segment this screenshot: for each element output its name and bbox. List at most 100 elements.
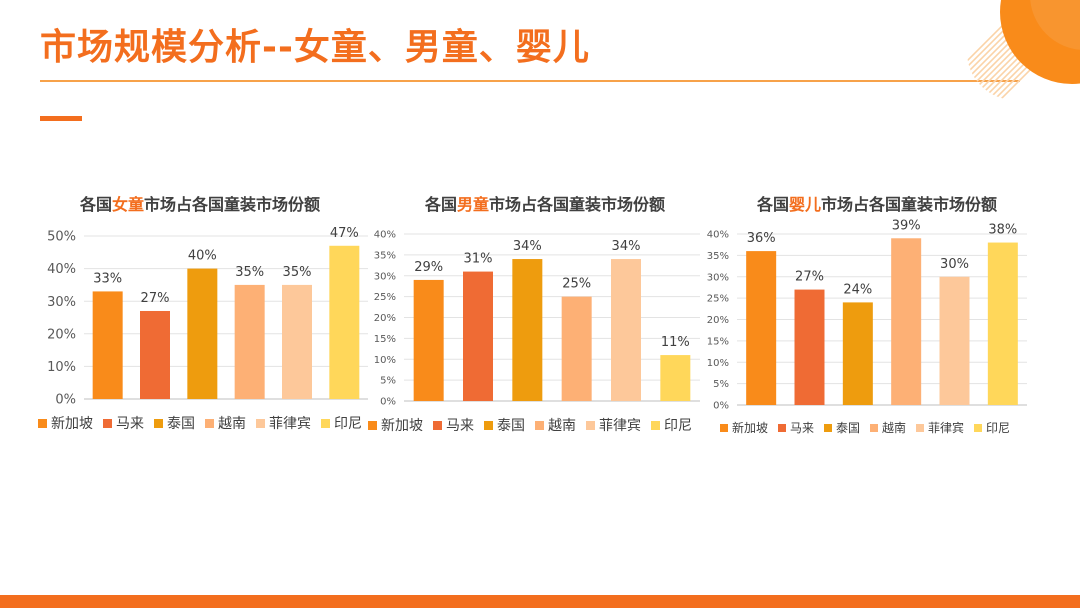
legend-label: 菲律宾 (928, 421, 965, 435)
legend-swatch (777, 423, 786, 432)
legend-label: 越南 (882, 421, 907, 435)
title-divider (40, 80, 1020, 82)
page-title: 市场规模分析--女童、男童、婴儿 (40, 27, 590, 68)
y-tick-label: 10% (707, 358, 729, 369)
legend-swatch (651, 420, 660, 430)
legend-item: 印尼 (651, 415, 692, 435)
chart-title-prefix: 各国 (79, 195, 112, 214)
chart-title-highlight: 男童 (457, 195, 489, 214)
legend-item: 马来 (777, 419, 814, 436)
title-accent-bar (40, 116, 82, 121)
bar-马来 (463, 271, 493, 401)
legend-swatch (368, 420, 377, 430)
legend-swatch (823, 423, 832, 432)
orange-circle-highlight (1030, 0, 1080, 50)
y-tick-label: 10% (374, 355, 396, 366)
y-tick-label: 35% (707, 251, 729, 262)
y-tick-label: 20% (707, 315, 729, 326)
bar-菲律宾 (611, 259, 641, 401)
y-tick-label: 40% (374, 230, 396, 241)
legend-label: 马来 (116, 416, 144, 432)
legend-label: 越南 (548, 418, 576, 434)
bar-泰国 (187, 268, 218, 399)
legend-swatch (103, 418, 112, 428)
y-tick-label: 25% (374, 292, 396, 303)
y-tick-label: 15% (374, 334, 396, 345)
data-label: 29% (414, 260, 443, 275)
bar-泰国 (842, 302, 873, 405)
data-label: 24% (843, 282, 872, 297)
chart-title: 各国男童市场占各国童装市场份额 (424, 195, 665, 214)
chart-title-highlight: 婴儿 (789, 195, 821, 214)
data-label: 35% (235, 265, 264, 280)
chart-legend: 新加坡 马来 泰国 越南 菲律宾 印尼 (368, 415, 700, 435)
chart-title: 各国婴儿市场占各国童装市场份额 (756, 195, 997, 214)
legend-item: 菲律宾 (916, 419, 964, 436)
bar-泰国 (512, 259, 543, 401)
legend-label: 新加坡 (381, 418, 423, 434)
legend-label: 菲律宾 (599, 418, 641, 434)
y-tick-label: 5% (713, 379, 729, 390)
legend-label: 菲律宾 (269, 416, 311, 432)
y-tick-label: 20% (47, 327, 76, 342)
chart-title: 各国女童市场占各国童装市场份额 (79, 195, 320, 214)
y-tick-label: 30% (47, 295, 76, 310)
data-label: 31% (464, 252, 493, 267)
chart-title-prefix: 各国 (424, 195, 457, 214)
corner-decoration (967, 0, 1080, 100)
chart-boys-market-share: 各国男童市场占各国童装市场份额 0% 5% 10% 15% 20% 25% 30% 35% 40%… (368, 186, 700, 446)
legend-swatch (484, 420, 493, 430)
legend-swatch (719, 423, 728, 432)
y-tick-label: 35% (374, 250, 396, 261)
bar-菲律宾 (939, 276, 970, 405)
legend-swatch (205, 418, 214, 428)
data-label: 47% (330, 226, 359, 241)
legend-item: 新加坡 (719, 419, 768, 436)
data-label: 11% (661, 335, 690, 350)
legend-swatch (256, 418, 265, 428)
bar-新加坡 (92, 291, 123, 399)
data-label: 27% (141, 291, 170, 306)
y-tick-label: 0% (380, 397, 396, 408)
legend-swatch (586, 420, 595, 430)
data-label: 35% (283, 265, 312, 280)
legend-item: 马来 (433, 415, 474, 435)
y-tick-label: 0% (713, 401, 729, 412)
y-tick-label: 25% (707, 294, 729, 305)
chart-svg: 各国女童市场占各国童装市场份额 0% 10% 20% 30% 40% 50% 33% 27% 40… (47, 195, 368, 408)
legend-item: 马来 (103, 413, 144, 433)
legend-label: 印尼 (986, 421, 1011, 435)
legend-item: 印尼 (321, 413, 362, 433)
legend-item: 泰国 (484, 415, 525, 435)
data-label: 27% (795, 270, 824, 285)
legend-swatch (38, 418, 47, 428)
chart-girls-market-share: 各国女童市场占各国童装市场份额 0% 10% 20% 30% 40% 50% 33% 27% 40… (38, 186, 370, 446)
y-tick-label: 15% (707, 336, 729, 347)
legend-swatch (916, 423, 925, 432)
bar-印尼 (660, 355, 691, 401)
legend-label: 印尼 (334, 416, 362, 432)
y-tick-label: 20% (374, 313, 396, 324)
chart-svg: 各国婴儿市场占各国童装市场份额 0% 5% 10% 15% 20% 25% 30% 35% 40%… (707, 195, 1027, 412)
legend-item: 菲律宾 (256, 413, 311, 433)
y-tick-label: 40% (707, 230, 729, 241)
legend-item: 越南 (870, 419, 906, 436)
data-label: 30% (940, 257, 969, 272)
bar-越南 (561, 296, 592, 401)
legend-label: 印尼 (664, 418, 692, 434)
data-label: 40% (188, 249, 217, 264)
legend-swatch (535, 420, 544, 430)
legend-item: 新加坡 (368, 415, 423, 435)
chart-title-prefix: 各国 (756, 195, 789, 214)
y-tick-label: 30% (374, 271, 396, 282)
y-tick-label: 50% (47, 230, 76, 245)
chart-title-highlight: 女童 (112, 195, 144, 214)
chart-svg: 各国男童市场占各国童装市场份额 0% 5% 10% 15% 20% 25% 30% 35% 40%… (374, 195, 700, 408)
y-tick-label: 0% (55, 393, 76, 408)
legend-swatch (433, 420, 442, 430)
y-tick-label: 40% (47, 262, 76, 277)
legend-item: 越南 (535, 415, 576, 435)
data-label: 34% (612, 239, 641, 254)
legend-item: 泰国 (823, 419, 860, 436)
y-tick-label: 10% (47, 360, 76, 375)
